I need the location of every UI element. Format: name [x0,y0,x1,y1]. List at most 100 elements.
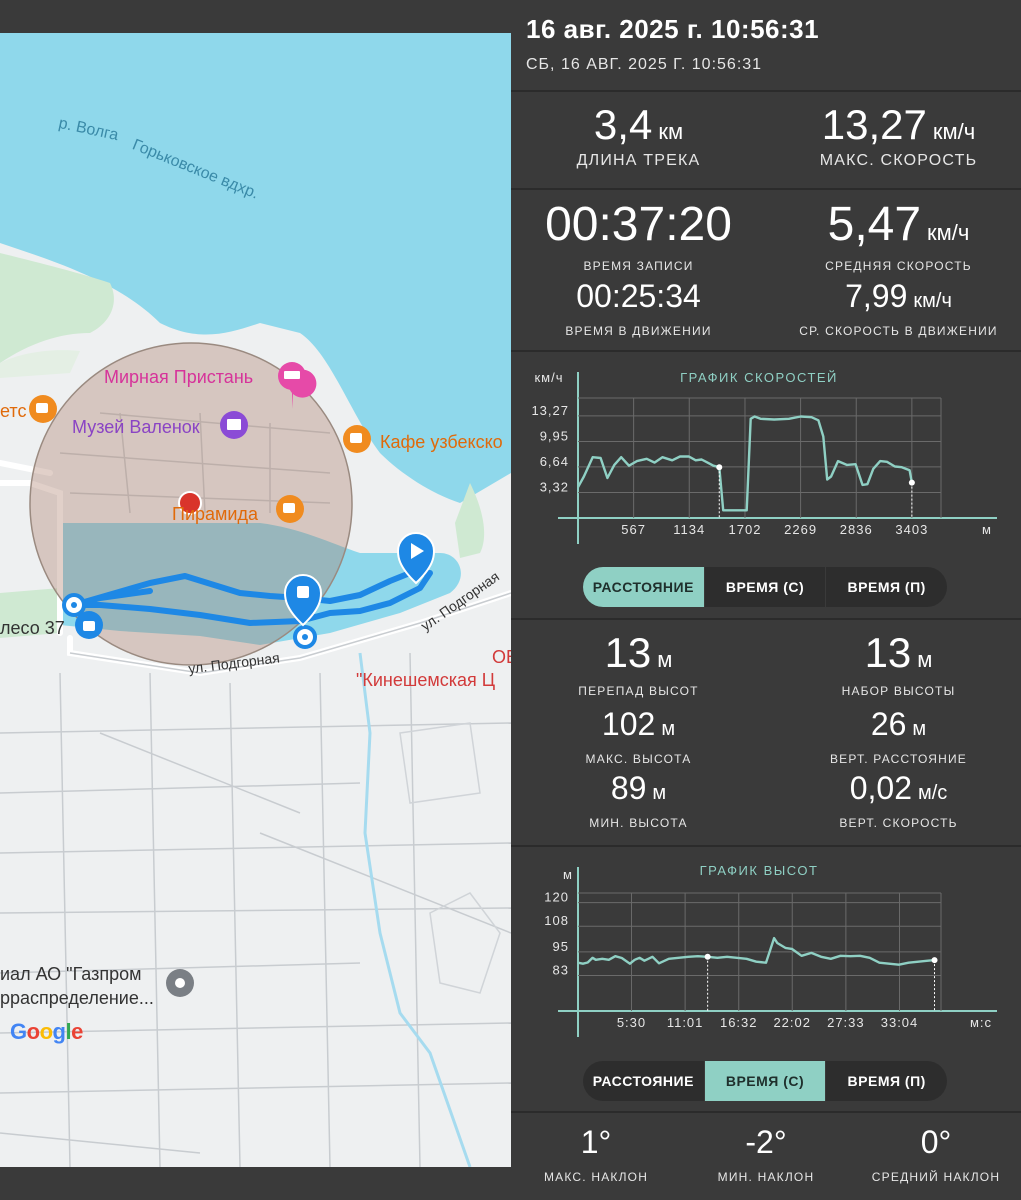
stat-vertical-distance: 26 м ВЕРТ. РАССТОЯНИЕ [776,708,1021,766]
stat-moving-time: 00:25:34 ВРЕМЯ В ДВИЖЕНИИ [526,280,751,338]
google-logo-letter: l [65,1019,72,1044]
chart-x-unit: м [982,522,992,537]
track-title: 16 авг. 2025 г. 10:56:31 [526,14,820,44]
divider [511,618,1021,620]
stat-label: МИН. ВЫСОТА [589,816,688,830]
x-tick-label: 27:33 [827,1015,865,1030]
stat-value: 1° [580,1124,612,1160]
stat-value: 7,99 [845,278,908,314]
map-canvas [0,33,511,1167]
stat-unit: км/ч [913,290,952,312]
speed-mode-time-total[interactable]: ВРЕМЯ (С) [703,567,826,607]
stat-max-speed: 13,27 км/ч МАКС. СКОРОСТЬ [776,104,1021,170]
stat-value: 5,47 [827,198,922,251]
altitude-chart-svg: ГРАФИК ВЫСОТ м м:с 120 108 95 83 5:30 11:01 16:32… [544,863,997,1037]
track-subtitle: СБ, 16 АВГ. 2025 Г. 10:56:31 [526,56,763,73]
stat-avg-slope: 0° СРЕДНИЙ НАКЛОН [851,1126,1021,1184]
map-view[interactable]: р. Волга Горьковское вдхр. Мирная Приста… [0,33,511,1167]
stat-unit: м [661,718,676,740]
y-tick-label: 9,95 [540,428,569,443]
stat-label: ВЕРТ. СКОРОСТЬ [839,816,958,830]
altitude-mode-time-moving[interactable]: ВРЕМЯ (П) [825,1061,947,1101]
chart-y-unit: м [563,867,573,882]
marker-point [704,953,711,960]
marker-point [716,464,723,471]
stat-label: СРЕДНИЙ НАКЛОН [871,1170,1001,1184]
stat-value: 26 [870,706,907,742]
map-label-pyramid[interactable]: Пирамида [172,504,258,524]
map-label-cafe-left[interactable]: етс [0,401,27,421]
map-label-museum[interactable]: Музей Валенок [72,417,200,437]
speed-chart-mode-toggle[interactable]: РАССТОЯНИЕ ВРЕМЯ (С) ВРЕМЯ (П) [583,567,947,607]
speed-mode-distance[interactable]: РАССТОЯНИЕ [583,567,704,607]
stat-avg-speed: 5,47 км/ч СРЕДНЯЯ СКОРОСТЬ [776,198,1021,274]
stat-value: 102 [601,706,656,742]
stat-label: МАКС. СКОРОСТЬ [819,152,978,169]
map-label-cafe-uzbek[interactable]: Кафе узбекско [380,432,503,452]
stat-value: 3,4 [593,101,653,148]
y-tick-label: 120 [544,890,569,905]
altitude-chart[interactable]: ГРАФИК ВЫСОТ м м:с 120 108 95 83 5:30 11:01 16:32… [511,847,1021,1057]
google-logo-letter: o [39,1019,53,1044]
stat-value: 00:25:34 [576,278,701,314]
x-tick-label: 2836 [840,522,873,537]
stat-value: 13 [604,629,652,676]
stat-unit: км/ч [932,119,976,144]
stat-label: МАКС. НАКЛОН [543,1170,649,1184]
chart-x-unit: м:с [970,1015,992,1030]
stat-elevation-diff: 13 м ПЕРЕПАД ВЫСОТ [526,629,751,699]
x-tick-label: 567 [621,522,646,537]
x-tick-label: 3403 [895,522,928,537]
chart-title: ГРАФИК ВЫСОТ [700,863,819,878]
stat-max-slope: 1° МАКС. НАКЛОН [511,1126,681,1184]
chart-y-unit: км/ч [534,370,563,385]
stat-unit: м [912,718,927,740]
speed-mode-time-moving[interactable]: ВРЕМЯ (П) [825,567,947,607]
stat-value: 89 [610,770,647,806]
x-tick-label: 33:04 [881,1015,919,1030]
series-line [576,415,914,512]
y-tick-label: 13,27 [531,403,569,418]
x-tick-label: 5:30 [617,1015,646,1030]
stat-min-altitude: 89 м МИН. ВЫСОТА [526,772,751,830]
stats-panel: 16 авг. 2025 г. 10:56:31 СБ, 16 АВГ. 202… [511,0,1021,1200]
stat-unit: м [657,647,673,672]
divider [511,845,1021,847]
google-logo-letter: e [71,1019,83,1044]
speed-chart[interactable]: ГРАФИК СКОРОСТЕЙ км/ч м 13,27 9,95 6,64 3,32 56… [511,352,1021,562]
stat-min-slope: -2° МИН. НАКЛОН [681,1126,851,1184]
stat-label: МАКС. ВЫСОТА [585,752,692,766]
y-tick-label: 83 [553,963,569,978]
stat-value: -2° [745,1124,787,1160]
map-label-koleso[interactable]: лесо 37 [0,618,65,638]
map-label-gazprom-1[interactable]: иал АО "Газпром [0,964,142,984]
google-logo-letter: g [52,1019,66,1044]
stat-label: ВЕРТ. РАССТОЯНИЕ [829,752,968,766]
map-label-kineshma-ob[interactable]: ОБ [492,647,511,667]
altitude-chart-mode-toggle[interactable]: РАССТОЯНИЕ ВРЕМЯ (С) ВРЕМЯ (П) [583,1061,947,1101]
stat-label: ДЛИНА ТРЕКА [576,152,701,169]
map-label-gazprom-2[interactable]: рраспределение... [0,988,154,1008]
y-tick-label: 108 [544,913,569,928]
stat-label: НАБОР ВЫСОТЫ [841,684,956,698]
stat-track-length: 3,4 км ДЛИНА ТРЕКА [526,104,751,170]
map-label-kineshma[interactable]: "Кинешемская Ц [356,670,496,690]
stat-record-time: 00:37:20 ВРЕМЯ ЗАПИСИ [526,198,751,274]
x-tick-label: 22:02 [773,1015,811,1030]
stat-label: СР. СКОРОСТЬ В ДВИЖЕНИИ [799,324,998,338]
stat-value: 00:37:20 [545,198,732,251]
stat-max-altitude: 102 м МАКС. ВЫСОТА [526,708,751,766]
stat-avg-moving-speed: 7,99 км/ч СР. СКОРОСТЬ В ДВИЖЕНИИ [776,280,1021,338]
x-tick-label: 1702 [729,522,762,537]
divider [511,1111,1021,1113]
stat-label: ВРЕМЯ ЗАПИСИ [583,259,694,273]
altitude-mode-time-total[interactable]: ВРЕМЯ (С) [703,1061,826,1101]
stat-value: 0,02 [849,770,912,806]
map-label-mirnaya-pristan[interactable]: Мирная Пристань [104,367,254,387]
stat-label: МИН. НАКЛОН [717,1170,815,1184]
stat-label: ВРЕМЯ В ДВИЖЕНИИ [565,324,712,338]
stat-value: 0° [920,1124,952,1160]
google-logo-letter: G [10,1019,27,1044]
altitude-mode-distance[interactable]: РАССТОЯНИЕ [592,1073,694,1089]
stat-elevation-gain: 13 м НАБОР ВЫСОТЫ [776,632,1021,699]
